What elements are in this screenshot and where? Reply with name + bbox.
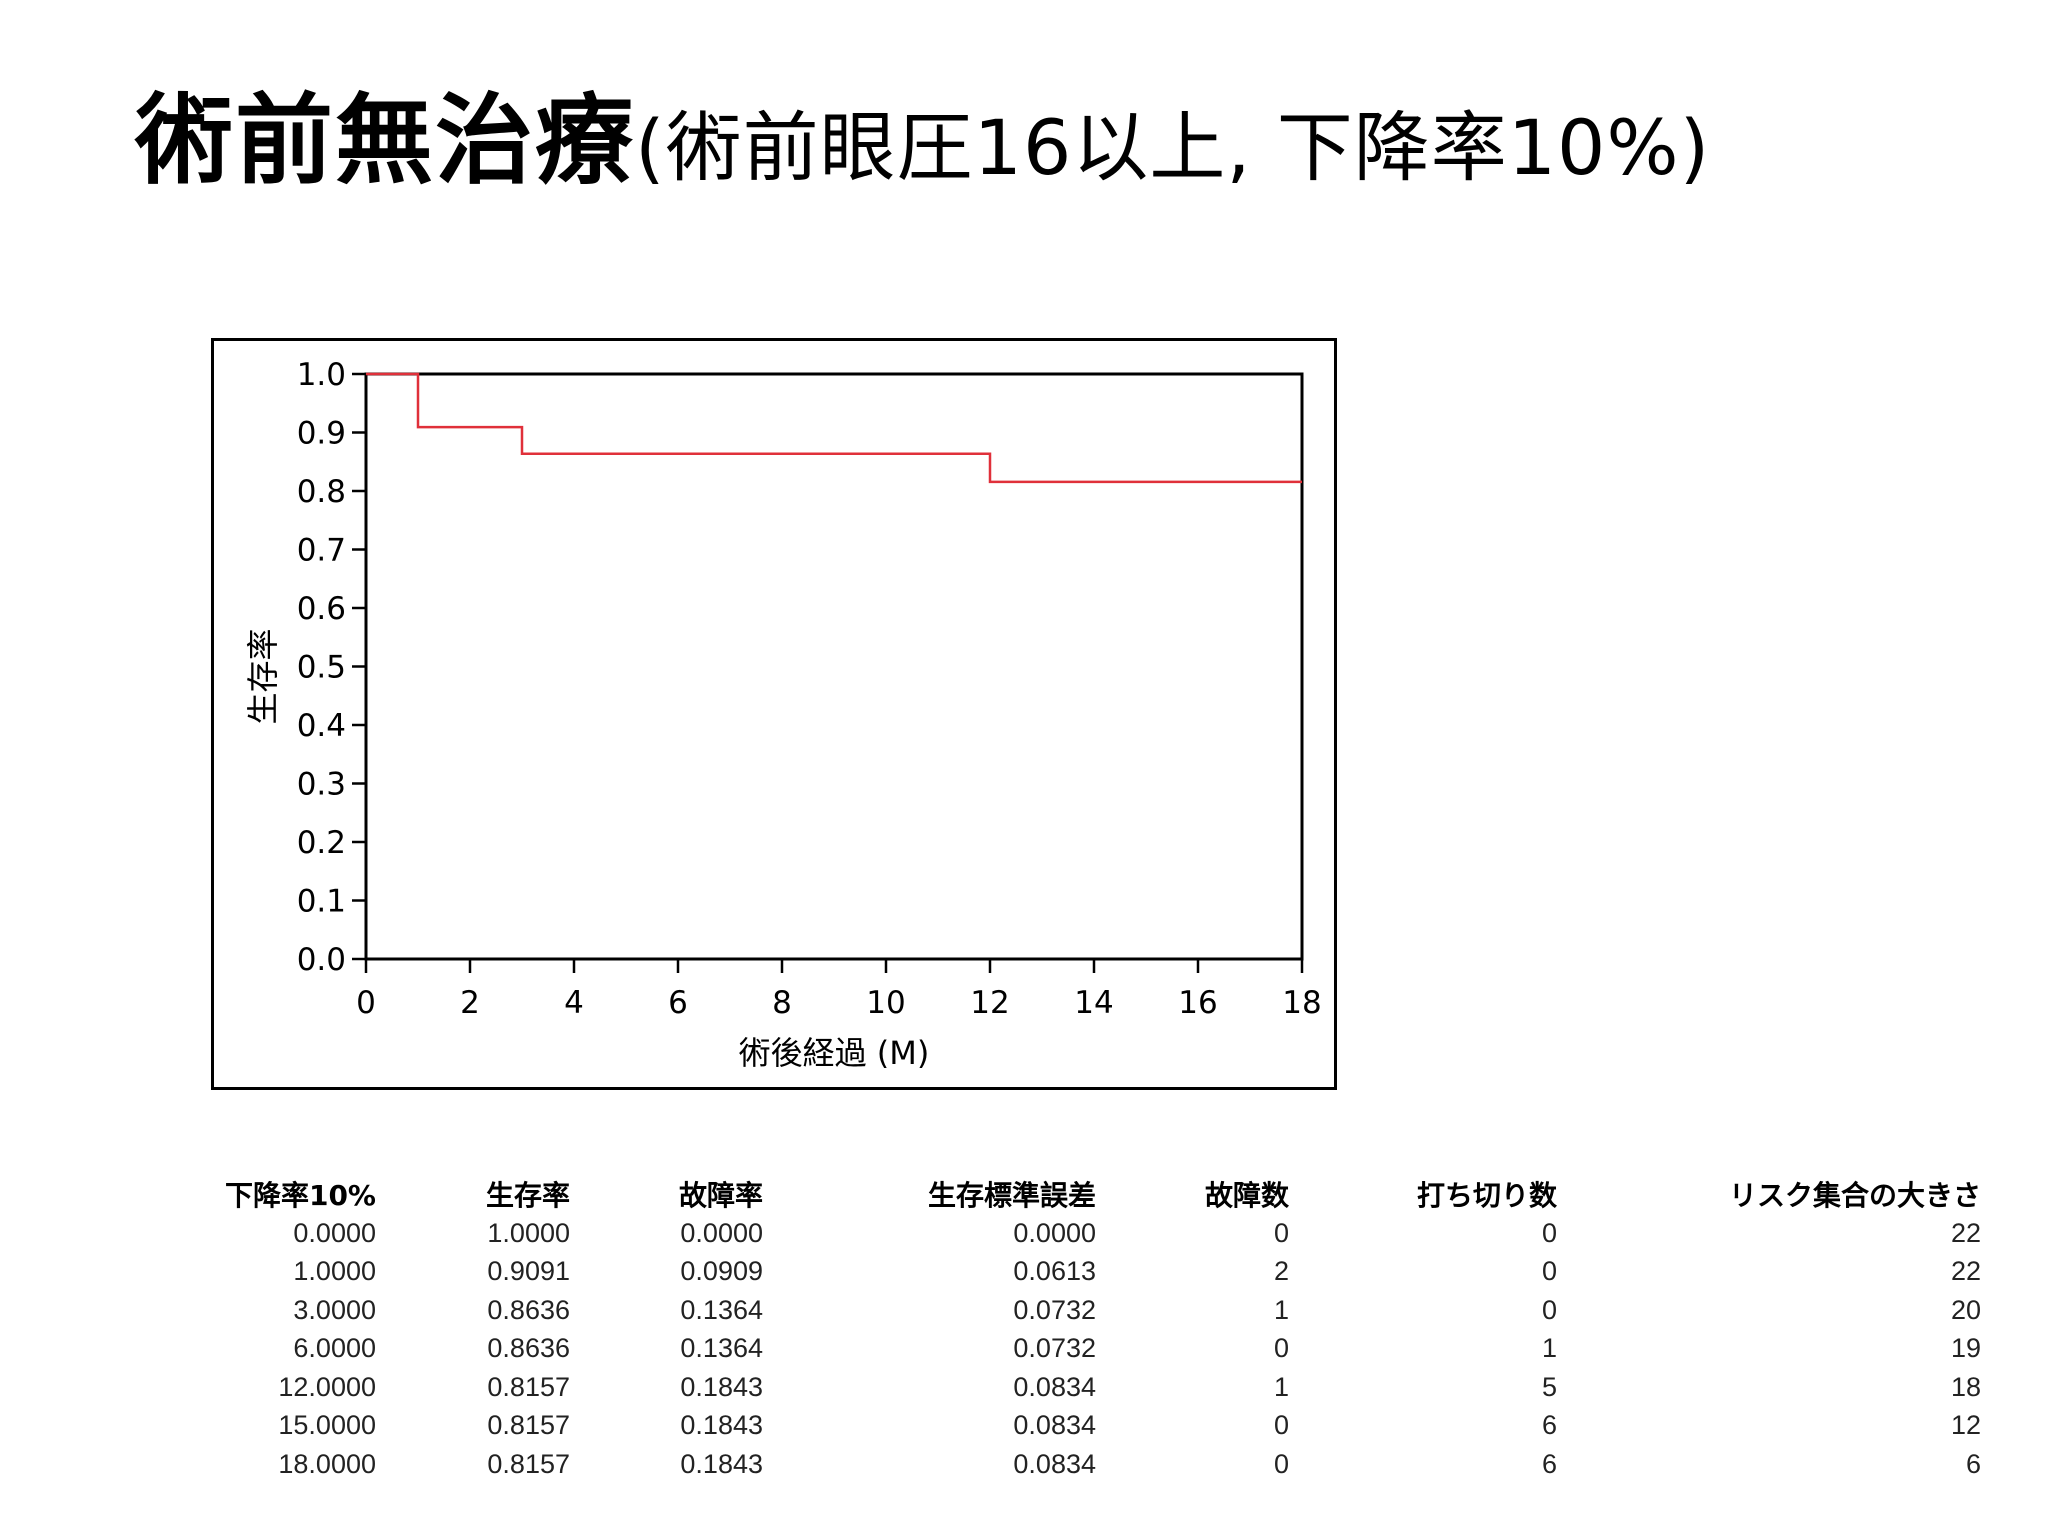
x-tick-label: 8: [772, 985, 792, 1021]
table-cell: 0: [1541, 1294, 1557, 1325]
y-axis-label: 生存率: [244, 628, 282, 724]
table-cell: 1: [1541, 1333, 1557, 1364]
table-row: 12.0000 0.8157 0.1843 0.0834 1 5 18: [196, 1368, 1981, 1407]
chart-frame: 0.0 0.1 0.2 0.3 0.4 0.5 0.6 0.7 0.8 0.9 1.0 0 2 4 6 8 1…: [211, 338, 1337, 1090]
table-cell: 3.0000: [293, 1294, 376, 1325]
table-cell: 1.0000: [487, 1217, 570, 1248]
col-header-survival: 生存率: [485, 1179, 570, 1212]
table-cell: 22: [1950, 1217, 1981, 1248]
table-cell: 1.0000: [293, 1256, 376, 1287]
table-cell: 0.0000: [1013, 1217, 1096, 1248]
col-header-rate: 下降率10%: [224, 1179, 376, 1212]
x-axis-label: 術後経過 (M): [739, 1034, 930, 1072]
table-cell: 20: [1950, 1294, 1981, 1325]
table-cell: 0: [1273, 1217, 1289, 1248]
table-cell: 0.1843: [680, 1448, 763, 1479]
y-tick-label: 0.5: [297, 650, 346, 686]
survival-curve: [366, 372, 1302, 484]
survival-chart: 0.0 0.1 0.2 0.3 0.4 0.5 0.6 0.7 0.8 0.9 1.0 0 2 4 6 8 1…: [244, 357, 1322, 1072]
table-cell: 0.8636: [487, 1333, 570, 1364]
table-row: 6.0000 0.8636 0.1364 0.0732 0 1 19: [196, 1330, 1981, 1369]
x-axis-ticks: 0 2 4 6 8 10 12 14 16 18: [356, 959, 1322, 1021]
table-cell: 22: [1950, 1256, 1981, 1287]
table-cell: 0: [1541, 1256, 1557, 1287]
table-cell: 0.1364: [680, 1333, 763, 1364]
table-cell: 0.0000: [680, 1217, 763, 1248]
table-cell: 0.8157: [487, 1448, 570, 1479]
table-cell: 0.0834: [1013, 1371, 1096, 1402]
table-cell: 0.0834: [1013, 1410, 1096, 1441]
col-header-censored: 打ち切り数: [1416, 1179, 1557, 1212]
table-cell: 0.0909: [680, 1256, 763, 1287]
x-tick-label: 10: [866, 985, 905, 1021]
y-tick-label: 0.3: [297, 767, 346, 803]
table-cell: 0.1843: [680, 1410, 763, 1441]
table-cell: 0.1843: [680, 1371, 763, 1402]
table-cell: 2: [1273, 1256, 1289, 1287]
slide-title: 術前無治療(術前眼圧16以上, 下降率10%): [135, 92, 1710, 190]
table-row: 3.0000 0.8636 0.1364 0.0732 1 0 20: [196, 1291, 1981, 1330]
table-cell: 0.8157: [487, 1410, 570, 1441]
table-cell: 0.0613: [1013, 1256, 1096, 1287]
table-cell: 0.1364: [680, 1294, 763, 1325]
y-tick-label: 0.8: [297, 474, 346, 510]
col-header-risk-set: リスク集合の大きさ: [1728, 1179, 1981, 1212]
table-row: 1.0000 0.9091 0.0909 0.0613 2 0 22: [196, 1253, 1981, 1292]
x-tick-label: 0: [356, 985, 376, 1021]
table-cell: 0.8157: [487, 1371, 570, 1402]
y-tick-label: 0.2: [297, 825, 346, 861]
x-tick-label: 4: [564, 985, 584, 1021]
plot-area: [364, 372, 1304, 961]
table-cell: 0.8636: [487, 1294, 570, 1325]
table-row: 0.0000 1.0000 0.0000 0.0000 0 0 22: [196, 1214, 1981, 1253]
y-tick-label: 0.0: [297, 942, 346, 978]
y-tick-label: 0.9: [297, 416, 346, 452]
table-cell: 15.0000: [278, 1410, 376, 1441]
table-cell: 19: [1950, 1333, 1981, 1364]
y-tick-label: 0.4: [297, 708, 346, 744]
x-tick-label: 6: [668, 985, 688, 1021]
table-cell: 0.0732: [1013, 1294, 1096, 1325]
x-tick-label: 12: [970, 985, 1009, 1021]
table-cell: 0: [1273, 1333, 1289, 1364]
survival-table: 下降率10% 生存率 故障率 生存標準誤差 故障数 打ち切り数 リスク集合の大き…: [196, 1172, 1981, 1484]
slide-title-main: 術前無治療: [135, 84, 636, 198]
col-header-std-error: 生存標準誤差: [927, 1179, 1096, 1212]
table-cell: 18.0000: [278, 1448, 376, 1479]
y-tick-label: 0.6: [297, 591, 346, 627]
table-cell: 6: [1965, 1448, 1981, 1479]
table-header-row: 下降率10% 生存率 故障率 生存標準誤差 故障数 打ち切り数 リスク集合の大き…: [196, 1172, 1981, 1214]
table-cell: 0: [1273, 1448, 1289, 1479]
table-cell: 18: [1950, 1371, 1981, 1402]
slide-title-sub: (術前眼圧16以上, 下降率10%): [635, 103, 1711, 192]
table-row: 15.0000 0.8157 0.1843 0.0834 0 6 12: [196, 1407, 1981, 1446]
table-cell: 6: [1541, 1448, 1557, 1479]
y-axis-ticks: 0.0 0.1 0.2 0.3 0.4 0.5 0.6 0.7 0.8 0.9 1.0: [297, 357, 366, 978]
y-tick-label: 0.7: [297, 533, 346, 569]
y-tick-label: 1.0: [297, 357, 346, 393]
x-tick-label: 14: [1074, 985, 1113, 1021]
table-cell: 0.9091: [487, 1256, 570, 1287]
table-cell: 0: [1541, 1217, 1557, 1248]
table-cell: 0.0000: [293, 1217, 376, 1248]
x-tick-label: 18: [1282, 985, 1321, 1021]
table-cell: 12: [1950, 1410, 1981, 1441]
y-tick-label: 0.1: [297, 884, 346, 920]
table-cell: 0.0834: [1013, 1448, 1096, 1479]
x-tick-label: 2: [460, 985, 480, 1021]
table-cell: 5: [1541, 1371, 1557, 1402]
table-cell: 1: [1273, 1294, 1289, 1325]
x-tick-label: 16: [1178, 985, 1217, 1021]
table-cell: 6: [1541, 1410, 1557, 1441]
table-row: 18.0000 0.8157 0.1843 0.0834 0 6 6: [196, 1445, 1981, 1484]
col-header-failure-rate: 故障率: [678, 1179, 763, 1212]
table-cell: 1: [1273, 1371, 1289, 1402]
table-cell: 0.0732: [1013, 1333, 1096, 1364]
col-header-failures: 故障数: [1204, 1179, 1289, 1212]
table-cell: 0: [1273, 1410, 1289, 1441]
table-cell: 6.0000: [293, 1333, 376, 1364]
table-cell: 12.0000: [278, 1371, 376, 1402]
